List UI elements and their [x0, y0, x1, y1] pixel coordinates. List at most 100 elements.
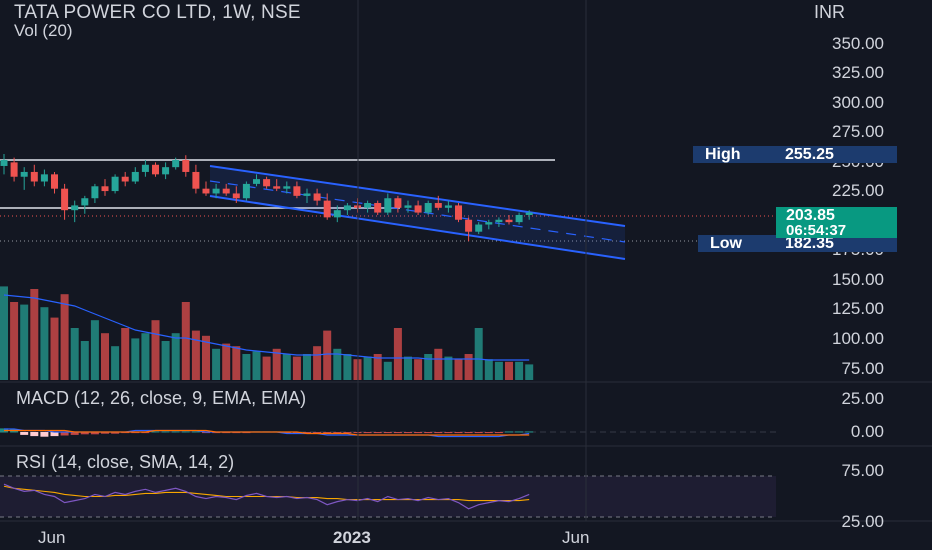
volume-bar — [444, 356, 453, 380]
macd-histogram-bar — [393, 432, 402, 434]
price-axis-tick: 300.00 — [832, 93, 884, 112]
candle-body — [505, 219, 513, 223]
volume-bar — [202, 335, 210, 380]
macd-histogram-bar — [464, 432, 473, 434]
volume-bar — [0, 286, 8, 380]
volume-bar — [181, 302, 190, 380]
currency-label: INR — [814, 2, 845, 22]
candle-body — [404, 205, 412, 208]
low-value-tag: 182.35 — [775, 235, 897, 252]
volume-bar — [171, 333, 180, 380]
candle-body — [111, 176, 119, 192]
candle-body — [232, 193, 240, 199]
time-axis-tick: 2023 — [333, 528, 371, 547]
high-label-tag: High — [693, 146, 785, 163]
price-axis-tick: 100.00 — [832, 329, 884, 348]
candle-body — [414, 205, 422, 213]
volume-bar — [303, 354, 311, 380]
candle-body — [253, 179, 260, 184]
candle-body — [273, 186, 281, 189]
volume-bar — [191, 330, 200, 380]
candle-body — [394, 198, 402, 208]
candle-body — [515, 214, 523, 223]
macd-axis-tick: 0.00 — [850, 422, 884, 441]
macd-histogram-bar — [313, 432, 322, 434]
candle-body — [495, 219, 503, 223]
candle-body — [333, 210, 341, 218]
volume-bar — [525, 364, 534, 380]
candle-body — [81, 198, 89, 206]
macd-histogram-bar — [484, 432, 493, 434]
volume-bar — [30, 289, 39, 380]
volume-bar — [323, 330, 332, 380]
channel-upper-line — [209, 165, 626, 227]
volume-bar — [333, 348, 342, 380]
volume-bar — [232, 346, 241, 380]
candle-body — [192, 171, 200, 189]
volume-bar — [252, 351, 261, 380]
candle-body — [364, 203, 372, 208]
volume-bar — [10, 302, 19, 380]
candle-body — [313, 193, 321, 201]
candle-body — [293, 186, 301, 196]
channel-lower-line — [209, 195, 626, 260]
volume-bar — [222, 343, 231, 380]
volume-bar — [111, 346, 120, 380]
volume-bar — [515, 361, 524, 380]
macd-signal-line — [4, 429, 530, 436]
candle-body — [384, 198, 392, 213]
volume-bar — [90, 320, 99, 380]
volume-bar — [242, 354, 251, 380]
channel-mid-line — [209, 180, 626, 243]
macd-histogram-bar — [90, 432, 99, 435]
macd-histogram-bar — [60, 432, 69, 436]
volume-bar — [494, 361, 503, 380]
candle-body — [131, 171, 139, 182]
rsi-line — [3, 483, 530, 510]
macd-histogram-bar — [111, 432, 120, 434]
bar-countdown-tag: 06:54:37 — [776, 222, 897, 239]
macd-histogram-bar — [181, 431, 190, 433]
candle-body — [91, 186, 99, 199]
candle-body — [434, 203, 442, 208]
candle-body — [222, 188, 230, 194]
macd-histogram-bar — [50, 432, 59, 437]
candle-body — [20, 171, 28, 177]
candle-body — [475, 224, 483, 232]
price-axis-tick: 75.00 — [841, 359, 884, 378]
macd-histogram-bar — [505, 431, 513, 433]
candle-body — [61, 188, 69, 211]
volume-bar — [262, 356, 271, 380]
candle-body — [10, 162, 18, 177]
symbol-title[interactable]: TATA POWER CO LTD, 1W, NSE — [14, 2, 301, 23]
macd-pane-title[interactable]: MACD (12, 26, close, 9, EMA, EMA) — [16, 388, 307, 408]
volume-bar — [464, 354, 473, 380]
price-axis-tick: 125.00 — [832, 299, 884, 318]
macd-histogram-bar — [303, 432, 311, 434]
macd-histogram-bar — [434, 432, 443, 434]
volume-bar — [404, 356, 412, 380]
volume-bar — [292, 356, 301, 380]
macd-histogram-bar — [373, 432, 382, 434]
macd-histogram-bar — [151, 431, 160, 433]
volume-bar — [434, 348, 443, 380]
candle-body — [141, 164, 149, 172]
volume-indicator-label[interactable]: Vol (20) — [14, 21, 73, 40]
volume-bar — [505, 361, 513, 380]
candle-body — [162, 167, 170, 175]
price-axis-tick: 325.00 — [832, 63, 884, 82]
volume-bar — [383, 361, 392, 380]
candle-body — [283, 186, 291, 189]
macd-histogram-bar — [444, 432, 453, 434]
macd-histogram-bar — [474, 432, 483, 434]
macd-histogram-bar — [40, 432, 49, 437]
volume-bar — [50, 317, 59, 380]
candle-body — [30, 171, 38, 182]
candle-body — [485, 222, 493, 225]
rsi-pane-title[interactable]: RSI (14, close, SMA, 14, 2) — [16, 452, 235, 472]
volume-bar — [272, 348, 281, 380]
macd-histogram-bar — [80, 432, 89, 435]
volume-bar — [80, 341, 89, 380]
macd-histogram-bar — [20, 432, 29, 435]
